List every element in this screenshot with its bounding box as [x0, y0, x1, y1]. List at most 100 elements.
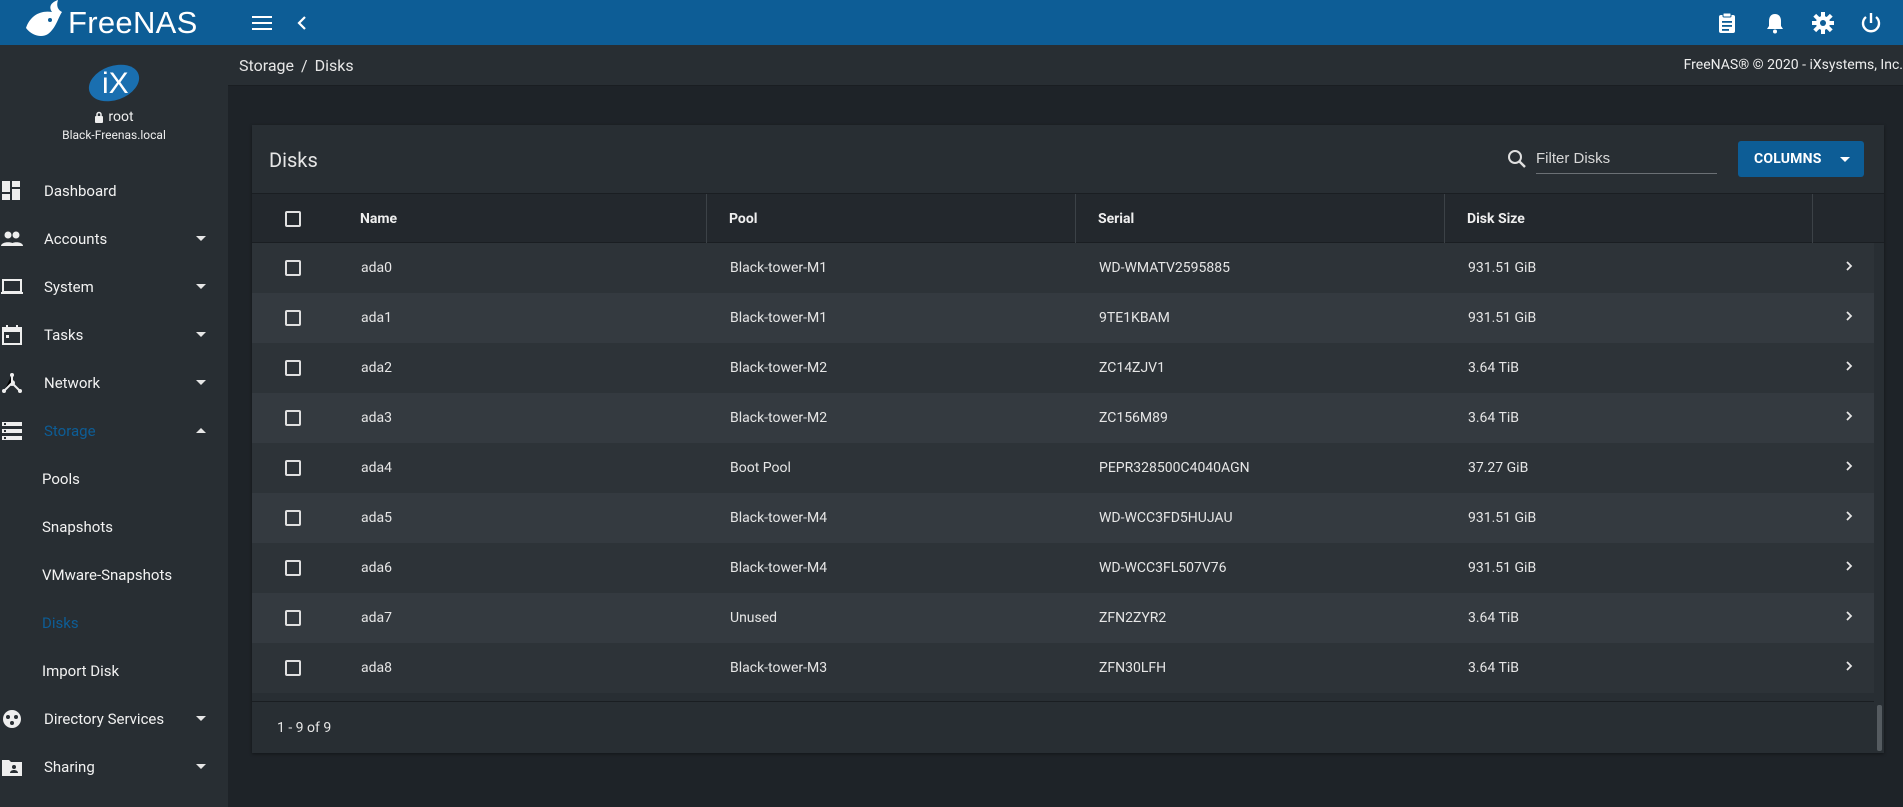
calendar-icon — [0, 323, 24, 347]
table-row[interactable]: ada7 Unused ZFN2ZYR2 3.64 TiB — [252, 593, 1874, 643]
table-row[interactable]: ada3 Black-tower-M2 ZC156M89 3.64 TiB — [252, 393, 1874, 443]
row-checkbox[interactable] — [285, 560, 301, 576]
select-all-checkbox[interactable] — [285, 210, 301, 227]
cell-disk-size: 3.64 TiB — [1468, 360, 1519, 376]
sidebar-item-storage[interactable]: Storage — [0, 407, 228, 455]
chevron-right-icon[interactable] — [1842, 609, 1856, 623]
chevron-right-icon[interactable] — [1842, 409, 1856, 423]
chevron-right-icon[interactable] — [1842, 659, 1856, 673]
column-header-pool[interactable]: Pool — [729, 210, 758, 227]
chevron-down-icon — [196, 716, 206, 721]
laptop-icon — [0, 275, 24, 299]
cell-pool: Black-tower-M3 — [730, 660, 828, 676]
table-row[interactable]: ada8 Black-tower-M3 ZFN30LFH 3.64 TiB — [252, 643, 1874, 693]
cell-disk-size: 3.64 TiB — [1468, 610, 1519, 626]
power-button[interactable] — [1851, 3, 1891, 43]
select-all-cell — [285, 194, 301, 243]
row-checkbox[interactable] — [285, 460, 301, 476]
sidebar-subitem-pools[interactable]: Pools — [42, 470, 80, 488]
sidebar-item-network[interactable]: Network — [0, 359, 228, 407]
chevron-right-icon[interactable] — [1842, 509, 1856, 523]
chevron-right-icon[interactable] — [1842, 259, 1856, 273]
breadcrumb-bar: Storage / Disks FreeNAS® © 2020 - iXsyst… — [228, 45, 1903, 86]
chevron-right-icon[interactable] — [1842, 309, 1856, 323]
cell-name: ada6 — [361, 560, 392, 576]
lock-icon — [95, 111, 104, 123]
cell-name: ada1 — [361, 310, 392, 326]
table-row[interactable]: ada2 Black-tower-M2 ZC14ZJV1 3.64 TiB — [252, 343, 1874, 393]
column-divider — [1812, 194, 1813, 243]
row-checkbox[interactable] — [285, 610, 301, 626]
table-scrollbar[interactable] — [1877, 705, 1882, 751]
cell-disk-size: 3.64 TiB — [1468, 410, 1519, 426]
cell-name: ada4 — [361, 460, 392, 476]
filter-disks-input[interactable] — [1536, 144, 1717, 174]
cell-serial: WD-WCC3FD5HUJAU — [1099, 510, 1233, 526]
cell-name: ada0 — [361, 260, 392, 276]
cell-pool: Black-tower-M2 — [730, 410, 828, 426]
chevron-right-icon[interactable] — [1842, 559, 1856, 573]
sidebar-item-directory-services[interactable]: Directory Services — [0, 695, 228, 743]
chevron-right-icon[interactable] — [1842, 359, 1856, 373]
brand[interactable]: FreeNAS — [0, 0, 228, 45]
columns-button-label: COLUMNS — [1754, 151, 1822, 167]
chevron-down-icon — [196, 236, 206, 241]
sidebar-subitem-import-disk[interactable]: Import Disk — [42, 662, 120, 680]
row-checkbox[interactable] — [285, 260, 301, 276]
cell-pool: Black-tower-M1 — [730, 310, 828, 326]
sidebar-item-label: Directory Services — [44, 710, 165, 728]
chevron-down-icon — [196, 332, 206, 337]
sidebar-item-dashboard[interactable]: Dashboard — [0, 167, 228, 215]
cell-pool: Black-tower-M4 — [730, 560, 828, 576]
row-checkbox[interactable] — [285, 360, 301, 376]
cell-serial: ZC156M89 — [1099, 410, 1168, 426]
card-title: Disks — [269, 148, 318, 172]
menu-toggle-button[interactable] — [242, 3, 282, 43]
sidebar-item-label: Network — [44, 374, 101, 392]
sidebar-item-tasks[interactable]: Tasks — [0, 311, 228, 359]
column-divider — [706, 194, 707, 243]
sidebar-item-label: Tasks — [44, 326, 84, 344]
table-row[interactable]: ada4 Boot Pool PEPR328500C4040AGN 37.27 … — [252, 443, 1874, 493]
table-row[interactable]: ada6 Black-tower-M4 WD-WCC3FL507V76 931.… — [252, 543, 1874, 593]
chevron-up-icon — [196, 428, 206, 433]
sidebar-subitem-disks[interactable]: Disks — [42, 614, 79, 632]
table-footer: 1 - 9 of 9 — [252, 701, 1874, 753]
sidebar-item-sharing[interactable]: Sharing — [0, 743, 228, 791]
username: root — [108, 109, 134, 125]
column-header-disk-size[interactable]: Disk Size — [1467, 210, 1525, 227]
ixsystems-logo: iX — [88, 64, 140, 102]
power-icon — [1861, 12, 1881, 32]
topbar-actions — [1707, 0, 1891, 45]
sidebar-subitem-vmware-snapshots[interactable]: VMware-Snapshots — [42, 566, 173, 584]
network-icon — [0, 371, 24, 395]
notifications-button[interactable] — [1755, 3, 1795, 43]
column-header-serial[interactable]: Serial — [1098, 210, 1135, 227]
svg-text:iX: iX — [102, 67, 129, 100]
chevron-down-icon — [196, 284, 206, 289]
table-row[interactable]: ada0 Black-tower-M1 WD-WMATV2595885 931.… — [252, 243, 1874, 293]
cell-disk-size: 931.51 GiB — [1468, 510, 1537, 526]
breadcrumb-storage-link[interactable]: Storage — [239, 55, 294, 75]
disks-card: Disks COLUMNS Name Pool Serial Disk Size… — [252, 125, 1884, 753]
task-manager-button[interactable] — [1707, 3, 1747, 43]
sidebar-item-accounts[interactable]: Accounts — [0, 215, 228, 263]
columns-button[interactable]: COLUMNS — [1738, 141, 1864, 177]
column-header-name[interactable]: Name — [360, 210, 398, 227]
row-checkbox[interactable] — [285, 660, 301, 676]
sidebar-item-system[interactable]: System — [0, 263, 228, 311]
row-checkbox[interactable] — [285, 510, 301, 526]
sidebar-subitem-snapshots[interactable]: Snapshots — [42, 518, 113, 536]
chevron-right-icon[interactable] — [1842, 459, 1856, 473]
collapse-sidebar-button[interactable] — [282, 3, 322, 43]
settings-button[interactable] — [1803, 3, 1843, 43]
sidebar-item-label: Dashboard — [44, 182, 117, 200]
cell-serial: 9TE1KBAM — [1099, 310, 1170, 326]
row-checkbox[interactable] — [285, 310, 301, 326]
breadcrumb-separator: / — [300, 55, 308, 75]
top-bar: FreeNAS — [0, 0, 1903, 45]
bell-icon — [1767, 13, 1783, 33]
row-checkbox[interactable] — [285, 410, 301, 426]
table-row[interactable]: ada5 Black-tower-M4 WD-WCC3FD5HUJAU 931.… — [252, 493, 1874, 543]
table-row[interactable]: ada1 Black-tower-M1 9TE1KBAM 931.51 GiB — [252, 293, 1874, 343]
